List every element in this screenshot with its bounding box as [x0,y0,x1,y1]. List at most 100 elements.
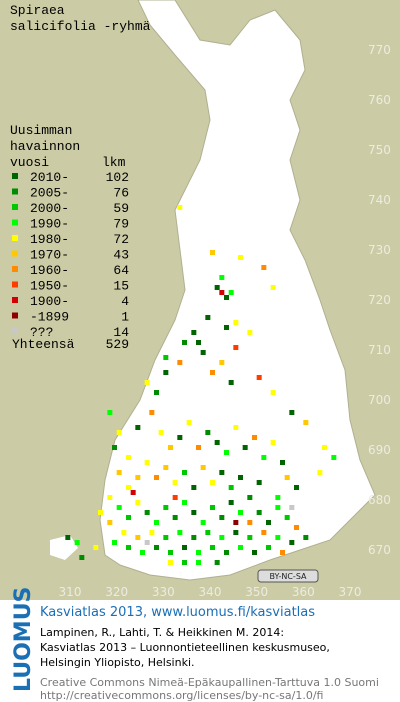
grid-cell [331,455,337,460]
legend-total-label: Yhteensä [12,337,75,352]
grid-cell [149,530,155,535]
legend-swatch [12,312,18,319]
grid-cell [228,485,234,490]
legend-total: 529 [106,337,129,352]
legend-count: 4 [121,294,129,309]
y-axis-label: 700 [368,393,391,407]
legend-count-header: lkm [102,155,126,170]
grid-cell [163,465,169,470]
grid-cell [116,470,122,475]
grid-cell [144,380,150,385]
labels: Spiraea salicifolia -ryhmä Uusimman hava… [10,3,379,702]
grid-cell [154,545,159,550]
y-axis-label: 680 [368,493,391,507]
y-axis-label: 710 [368,343,391,357]
legend-label: 1970- [30,248,69,263]
grid-cell [154,520,159,525]
grid-cell [219,275,225,280]
logo: LUOMUS [11,587,36,692]
grid-cell [322,445,327,450]
grid-cell [177,360,183,365]
grid-cell [275,535,281,540]
grid-cell [210,250,215,255]
grid-cell [121,530,127,535]
legend-count: 79 [113,217,129,232]
grid-cell [135,500,141,505]
grid-cell [210,545,215,550]
grid-cell [266,545,271,550]
x-axis-label: 320 [105,585,128,599]
legend-count: 1 [121,310,129,325]
grid-cell [233,530,239,535]
grid-cell [228,380,234,385]
grid-cell [182,500,187,505]
x-axis-label: 350 [245,585,268,599]
legend-label: 1950- [30,279,69,294]
legend-swatch [12,281,18,288]
grid-cell [317,470,323,475]
grid-cell [182,545,187,550]
grid-cell [228,500,234,505]
x-axis-label: 340 [199,585,222,599]
legend-swatch [12,173,18,179]
grid-cell [154,475,159,480]
grid-cell [303,420,309,425]
grid-cell [182,470,187,475]
grid-cell [247,535,253,540]
grid-cell [256,375,262,380]
grid-cell [116,430,122,435]
grid-cell [182,340,187,345]
grid-cell [228,290,234,295]
title: salicifolia -ryhmä [10,19,151,34]
grid-cell [186,420,192,425]
legend-label: 1900- [30,294,69,309]
grid-cell [256,510,262,515]
grid-cell [214,560,220,565]
legend-count: 72 [113,232,129,247]
grid-cell [182,560,187,565]
grid-cell [270,440,276,445]
grid-cell [294,485,299,490]
grid-cell [219,515,225,520]
grid-cell [275,505,281,510]
legend-header: vuosi [10,155,49,170]
legend-swatch [12,328,18,334]
grid-cell [177,530,183,535]
grid-cell [130,490,136,495]
headline: Kasviatlas 2013, www.luomus.fi/kasviatla… [40,605,315,620]
license: http://creativecommons.org/licenses/by-n… [40,689,323,702]
y-axis-label: 670 [368,543,391,557]
grid-cell [224,450,229,455]
grid-cell [233,345,239,350]
legend-swatch [12,188,18,195]
legend-label: 2000- [30,201,69,216]
grid-cell [126,515,131,520]
grid-cell [135,535,141,540]
grid-cell [224,550,229,555]
x-axis-label: 310 [59,585,82,599]
grid-cell [196,340,201,345]
grid-cell [144,460,150,465]
grid-cell [210,370,215,375]
grid-cell [172,495,178,500]
citation: Helsingin Yliopisto, Helsinki. [40,656,195,669]
grid-cell [177,435,183,440]
grid-cell [284,475,290,480]
grid-cell [126,455,131,460]
y-axis-label: 770 [368,43,391,57]
grid-cell [289,540,295,545]
grid-cell [79,555,85,560]
grid-cell [163,535,169,540]
grid-cell [238,545,243,550]
legend-count: 59 [113,201,129,216]
legend-swatch [12,235,18,241]
grid-cell [261,265,267,270]
grid-cell [289,505,295,510]
grid-cell [224,325,229,330]
grid-cell [196,550,201,555]
x-axis-label: 360 [292,585,315,599]
grid-cell [135,475,141,480]
grid-cell [284,515,290,520]
grid-cell [294,525,299,530]
grid-cell [247,520,253,525]
